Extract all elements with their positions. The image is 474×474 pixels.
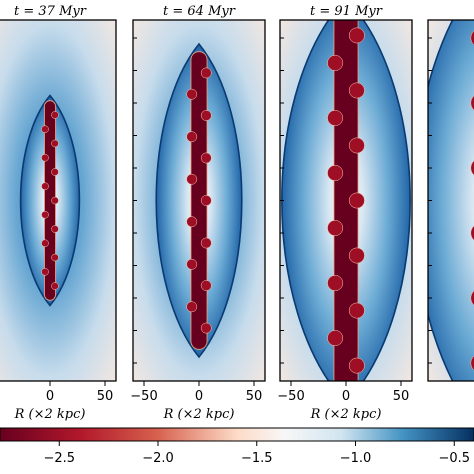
colorbar-tick-label: −1.0 <box>340 451 372 466</box>
colorbar-bar <box>0 427 474 442</box>
panel-1-image <box>0 20 116 381</box>
panel-3-xtick-label: −50 <box>277 389 304 404</box>
cocoon-4 <box>428 20 474 381</box>
panel-3-xtick-label: 0 <box>342 389 350 404</box>
titles-group: t = 37 Myr t = 64 Myr t = 91 Myr <box>14 4 383 19</box>
panel-2-xtick-label: 0 <box>195 389 203 404</box>
panel-1-xtick-label: 50 <box>97 389 114 404</box>
colorbar-tick-label: −0.5 <box>438 451 470 466</box>
panel-3-image <box>280 20 412 381</box>
panel-2-title: t = 64 Myr <box>163 4 236 19</box>
colorbar: −2.5 −2.0 −1.5 −1.0 −0.5 <box>0 427 474 466</box>
panel-3-xtick-label: 50 <box>393 389 410 404</box>
panel-2-xtick-label: 50 <box>246 389 263 404</box>
colorbar-tick-label: −2.5 <box>43 451 75 466</box>
colorbar-tick-label: −2.0 <box>142 451 174 466</box>
panel-2-xlabel: R (×2 kpc) <box>163 407 235 422</box>
panel-1-xlabel: R (×2 kpc) <box>14 407 86 422</box>
panel-4-image <box>428 20 474 381</box>
colorbar-tick-label: −1.5 <box>241 451 273 466</box>
panel-2-image <box>133 20 265 381</box>
panels-group <box>0 19 474 382</box>
panel-3-xlabel: R (×2 kpc) <box>310 407 382 422</box>
panel-3-title: t = 91 Myr <box>310 4 383 19</box>
x-axes-group: 0 50 R (×2 kpc) −50 0 50 R (×2 kpc) −50 0 50 R (×2… <box>14 381 410 422</box>
panel-1-title: t = 37 Myr <box>14 4 87 19</box>
panel-2-xtick-label: −50 <box>130 389 157 404</box>
panel-1-xtick-label: 0 <box>46 389 54 404</box>
